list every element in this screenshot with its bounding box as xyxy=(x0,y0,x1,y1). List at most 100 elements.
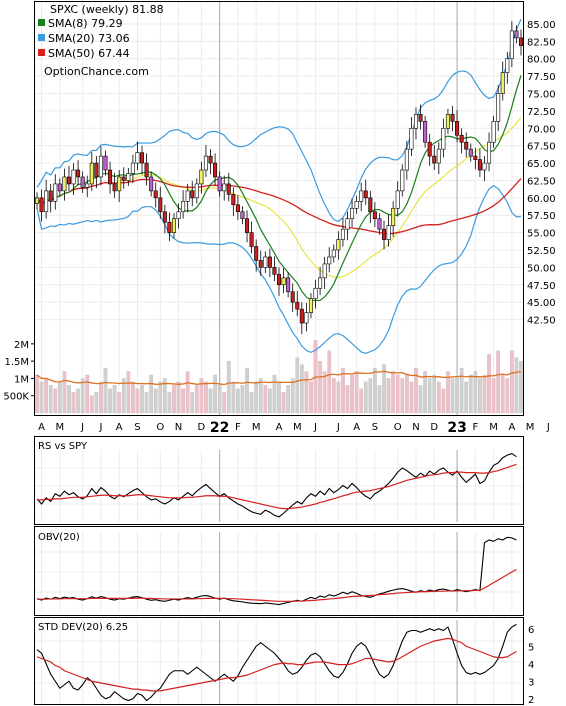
volume-bar xyxy=(167,392,172,414)
volume-bar xyxy=(85,374,90,414)
candle-body xyxy=(217,176,222,192)
volume-bar xyxy=(427,378,432,414)
candle-body xyxy=(450,114,455,122)
volume-bar xyxy=(240,385,245,414)
stddev-axis: 6 5 4 3 2 xyxy=(528,625,534,706)
price-tick-label: 57.50 xyxy=(527,211,556,222)
candle-body xyxy=(62,176,67,192)
rs-panel: RS vs SPY xyxy=(34,436,524,525)
volume-bar xyxy=(286,385,290,414)
candle-body xyxy=(459,134,464,143)
volume-bar xyxy=(331,378,336,414)
candle-body xyxy=(436,148,441,164)
candle-body xyxy=(368,197,373,213)
candle-body xyxy=(231,194,236,206)
volume-bar xyxy=(496,350,501,414)
volume-bar xyxy=(519,360,523,414)
x-axis-label: 23 xyxy=(447,420,466,436)
volume-tick-label: 1.5M xyxy=(4,357,29,368)
volume-bar xyxy=(135,388,140,414)
candle-body xyxy=(382,228,387,240)
volume-bar xyxy=(162,378,167,414)
stddev-title: STD DEV(20) 6.25 xyxy=(38,622,128,633)
candle-body xyxy=(468,148,473,157)
volume-bar xyxy=(194,385,199,414)
candle-body xyxy=(94,162,99,178)
candle-body xyxy=(391,207,396,226)
candle-body xyxy=(112,183,117,192)
candle-body xyxy=(400,169,405,192)
volume-bar xyxy=(322,371,327,414)
volume-bar xyxy=(272,374,277,414)
price-tick-label: 42.50 xyxy=(527,316,556,327)
candle-body xyxy=(258,260,263,268)
indicator-line xyxy=(36,452,517,518)
candle-body xyxy=(263,256,268,268)
stddev-grid xyxy=(35,620,523,704)
volume-bar xyxy=(341,367,345,414)
volume-bar xyxy=(290,378,295,414)
x-axis-label: D xyxy=(430,422,438,433)
candle-body xyxy=(286,277,291,293)
volume-bar xyxy=(121,378,126,414)
x-axis-label: F xyxy=(472,422,478,433)
price-tick-label: 60.00 xyxy=(527,194,556,205)
volume-bar xyxy=(249,392,254,414)
candle-body xyxy=(222,183,227,192)
candle-body xyxy=(491,121,496,143)
volume-bar xyxy=(204,381,208,414)
x-axis-label: M xyxy=(56,422,65,433)
candle-body xyxy=(130,162,135,174)
volume-bar xyxy=(94,392,99,414)
candle-body xyxy=(117,176,122,192)
volume-bar xyxy=(117,392,122,414)
candle-body xyxy=(318,277,323,289)
volume-bar xyxy=(432,374,437,414)
volume-bar xyxy=(181,388,185,414)
volume-bar xyxy=(295,357,300,414)
candle-body xyxy=(203,155,208,171)
volume-bar xyxy=(414,367,418,414)
volume-bar xyxy=(199,378,204,414)
volume-bar xyxy=(514,357,519,414)
candle-body xyxy=(327,256,332,265)
volume-bar xyxy=(363,381,368,414)
price-tick-label: 45.00 xyxy=(527,298,556,309)
volume-bar xyxy=(327,350,332,414)
volume-bar xyxy=(354,371,359,414)
price-series xyxy=(34,18,524,354)
candle-body xyxy=(477,159,482,171)
candle-body xyxy=(66,176,71,185)
candle-body xyxy=(427,141,432,157)
candle-body xyxy=(57,183,62,192)
candle-body xyxy=(85,183,90,188)
indicator-line xyxy=(36,623,517,702)
candle-body xyxy=(48,190,53,202)
sma8-line xyxy=(36,75,522,302)
obv-series xyxy=(36,536,517,606)
volume-bar xyxy=(213,374,217,414)
candle-body xyxy=(249,232,254,247)
stddev-tick-label: 3 xyxy=(528,677,534,688)
x-axis-label: N xyxy=(412,422,419,433)
candle-body xyxy=(53,183,58,202)
x-axis-label: J xyxy=(80,422,84,433)
candle-body xyxy=(345,218,350,230)
candle-body xyxy=(235,204,240,213)
volume-bar xyxy=(236,388,240,414)
candle-body xyxy=(313,287,318,299)
volume-bar xyxy=(450,378,455,414)
candle-body xyxy=(103,155,108,171)
candle-body xyxy=(473,155,478,160)
volume-bar xyxy=(350,374,354,414)
volume-bar xyxy=(281,392,286,414)
obv-title: OBV(20) xyxy=(38,532,80,543)
x-axis-label: S xyxy=(372,422,378,433)
candle-body xyxy=(108,169,113,185)
volume-bar xyxy=(217,385,222,414)
bollinger-lower xyxy=(36,184,522,354)
price-tick-label: 82.50 xyxy=(527,37,556,48)
volume-bar xyxy=(373,367,377,414)
x-axis-label: N xyxy=(175,422,182,433)
